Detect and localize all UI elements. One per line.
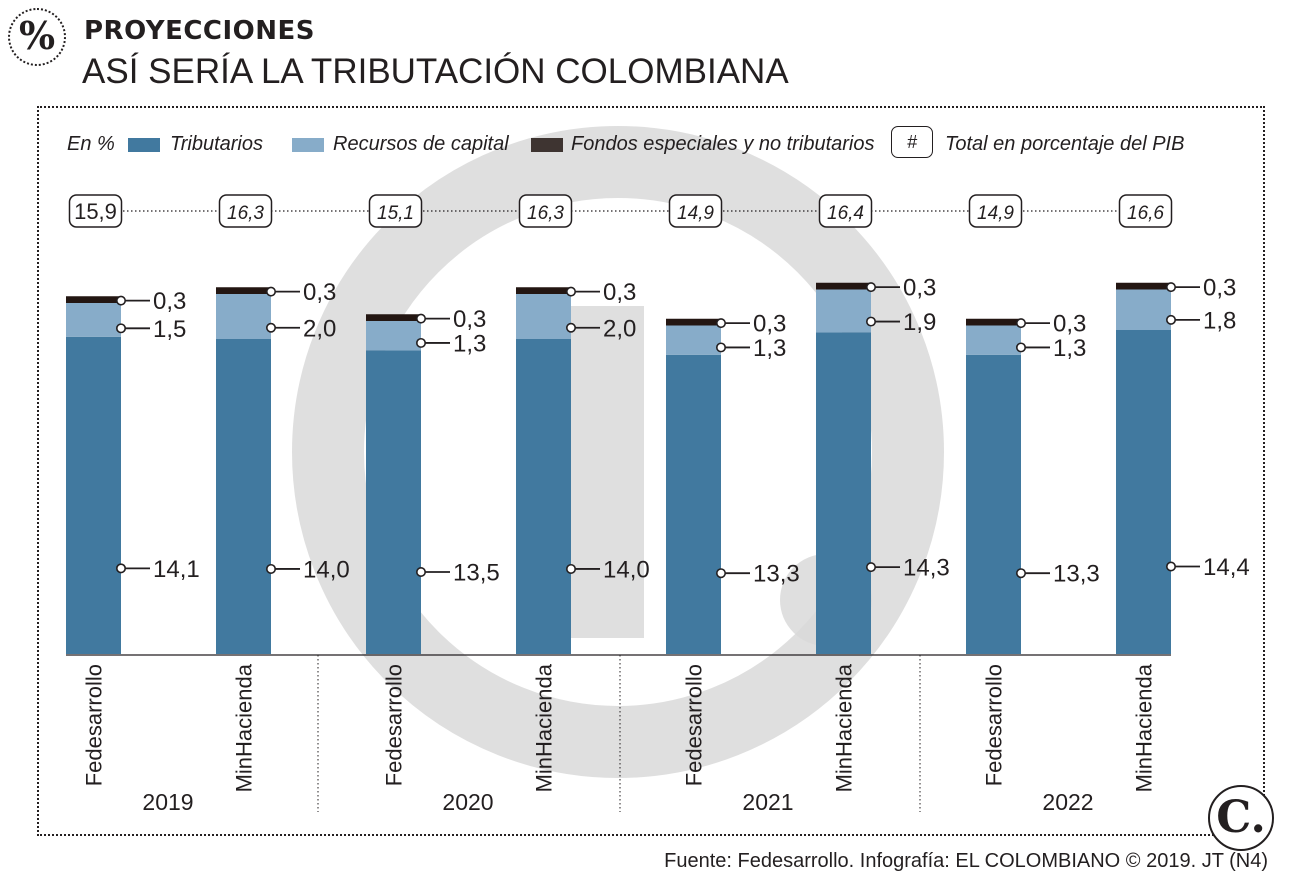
bar-recursos-3 <box>366 321 421 351</box>
total-box-2 <box>218 194 273 228</box>
category-label-7: Fedesarrollo <box>982 664 1007 786</box>
el-colombiano-logo: C. <box>1208 785 1274 851</box>
bar-tributarios-8 <box>1116 330 1171 654</box>
value-label-fondos-8: 0,3 <box>1203 275 1236 302</box>
page-title: ASÍ SERÍA LA TRIBUTACIÓN COLOMBIANA <box>82 52 789 91</box>
legend-swatch-fondos <box>531 138 563 152</box>
year-label-2021: 2021 <box>742 789 793 815</box>
value-label-recursos-4: 2,0 <box>603 315 636 342</box>
total-label-8: 16,6 <box>1127 203 1164 224</box>
value-label-recursos-3: 1,3 <box>453 330 486 357</box>
total-box-7 <box>968 194 1023 228</box>
bar-recursos-4 <box>516 294 571 339</box>
year-label-2019: 2019 <box>142 789 193 815</box>
bar-fondos-3 <box>366 314 421 321</box>
value-label-tributarios-6: 14,3 <box>903 555 950 582</box>
total-label-7: 14,9 <box>977 203 1014 224</box>
bar-fondos-8 <box>1116 282 1171 290</box>
value-label-fondos-4: 0,3 <box>603 279 636 306</box>
bar-recursos-8 <box>1116 289 1171 330</box>
value-label-recursos-7: 1,3 <box>1053 335 1086 362</box>
legend-label-fondos: Fondos especiales y no tributarios <box>571 133 875 155</box>
value-label-tributarios-5: 13,3 <box>753 561 800 588</box>
bar-tributarios-6 <box>816 332 871 654</box>
value-label-recursos-6: 1,9 <box>903 309 936 336</box>
category-label-3: Fedesarrollo <box>382 664 407 786</box>
bar-fondos-7 <box>966 318 1021 326</box>
legend-swatch-recursos <box>292 138 324 152</box>
bar-recursos-2 <box>216 294 271 339</box>
bar-tributarios-5 <box>666 354 721 654</box>
bar-fondos-6 <box>816 282 871 290</box>
total-box-5 <box>668 194 723 228</box>
source-note: Fuente: Fedesarrollo. Infografía: EL COL… <box>664 850 1268 872</box>
category-label-6: MinHacienda <box>832 663 857 792</box>
bar-fondos-2 <box>216 287 271 294</box>
total-box-8 <box>1118 194 1173 228</box>
total-label-2: 16,3 <box>227 203 264 224</box>
value-label-tributarios-7: 13,3 <box>1053 561 1100 588</box>
year-label-2020: 2020 <box>442 789 493 815</box>
category-label-8: MinHacienda <box>1132 663 1157 792</box>
year-label-2022: 2022 <box>1042 789 1093 815</box>
bar-fondos-5 <box>666 318 721 326</box>
value-label-fondos-2: 0,3 <box>303 279 336 306</box>
value-label-recursos-1: 1,5 <box>153 316 186 343</box>
value-label-tributarios-1: 14,1 <box>153 556 200 583</box>
legend-total-box: # <box>891 126 933 158</box>
value-label-recursos-8: 1,8 <box>1203 307 1236 334</box>
value-label-tributarios-2: 14,0 <box>303 556 350 583</box>
chart-frame <box>37 106 1265 836</box>
total-box-1 <box>68 194 123 228</box>
value-label-fondos-7: 0,3 <box>1053 311 1086 338</box>
total-label-5: 14,9 <box>677 203 714 224</box>
category-label-4: MinHacienda <box>532 663 557 792</box>
bar-recursos-1 <box>66 303 121 337</box>
value-label-tributarios-4: 14,0 <box>603 556 650 583</box>
bar-recursos-6 <box>816 289 871 333</box>
value-label-tributarios-8: 14,4 <box>1203 554 1250 581</box>
legend-unit: En % <box>67 133 115 155</box>
value-label-recursos-5: 1,3 <box>753 335 786 362</box>
bar-recursos-5 <box>666 325 721 355</box>
legend-label-tributarios: Tributarios <box>170 133 263 155</box>
bar-tributarios-4 <box>516 339 571 654</box>
total-label-1: 15,9 <box>74 199 117 224</box>
watermark-ring <box>292 126 944 778</box>
bar-tributarios-1 <box>66 336 121 654</box>
section-kicker: PROYECCIONES <box>84 16 316 46</box>
value-label-fondos-1: 0,3 <box>153 288 186 315</box>
legend-label-recursos: Recursos de capital <box>333 133 509 155</box>
legend-label-total: Total en porcentaje del PIB <box>945 133 1185 155</box>
percent-icon: % <box>8 8 66 66</box>
bar-tributarios-7 <box>966 354 1021 654</box>
value-label-tributarios-3: 13,5 <box>453 559 500 586</box>
total-label-6: 16,4 <box>827 203 864 224</box>
total-box-4 <box>518 194 573 228</box>
category-label-5: Fedesarrollo <box>682 664 707 786</box>
bar-fondos-4 <box>516 287 571 294</box>
value-label-fondos-6: 0,3 <box>903 275 936 302</box>
bar-fondos-1 <box>66 296 121 303</box>
bar-tributarios-2 <box>216 339 271 654</box>
category-label-2: MinHacienda <box>232 663 257 792</box>
value-label-fondos-5: 0,3 <box>753 311 786 338</box>
total-box-6 <box>818 194 873 228</box>
category-label-1: Fedesarrollo <box>82 664 107 786</box>
bar-recursos-7 <box>966 325 1021 355</box>
legend-swatch-tributarios <box>128 138 160 152</box>
value-label-recursos-2: 2,0 <box>303 315 336 342</box>
value-label-fondos-3: 0,3 <box>453 306 486 333</box>
bar-tributarios-3 <box>366 350 421 654</box>
total-label-4: 16,3 <box>527 203 564 224</box>
total-label-3: 15,1 <box>377 203 414 224</box>
total-box-3 <box>368 194 423 228</box>
